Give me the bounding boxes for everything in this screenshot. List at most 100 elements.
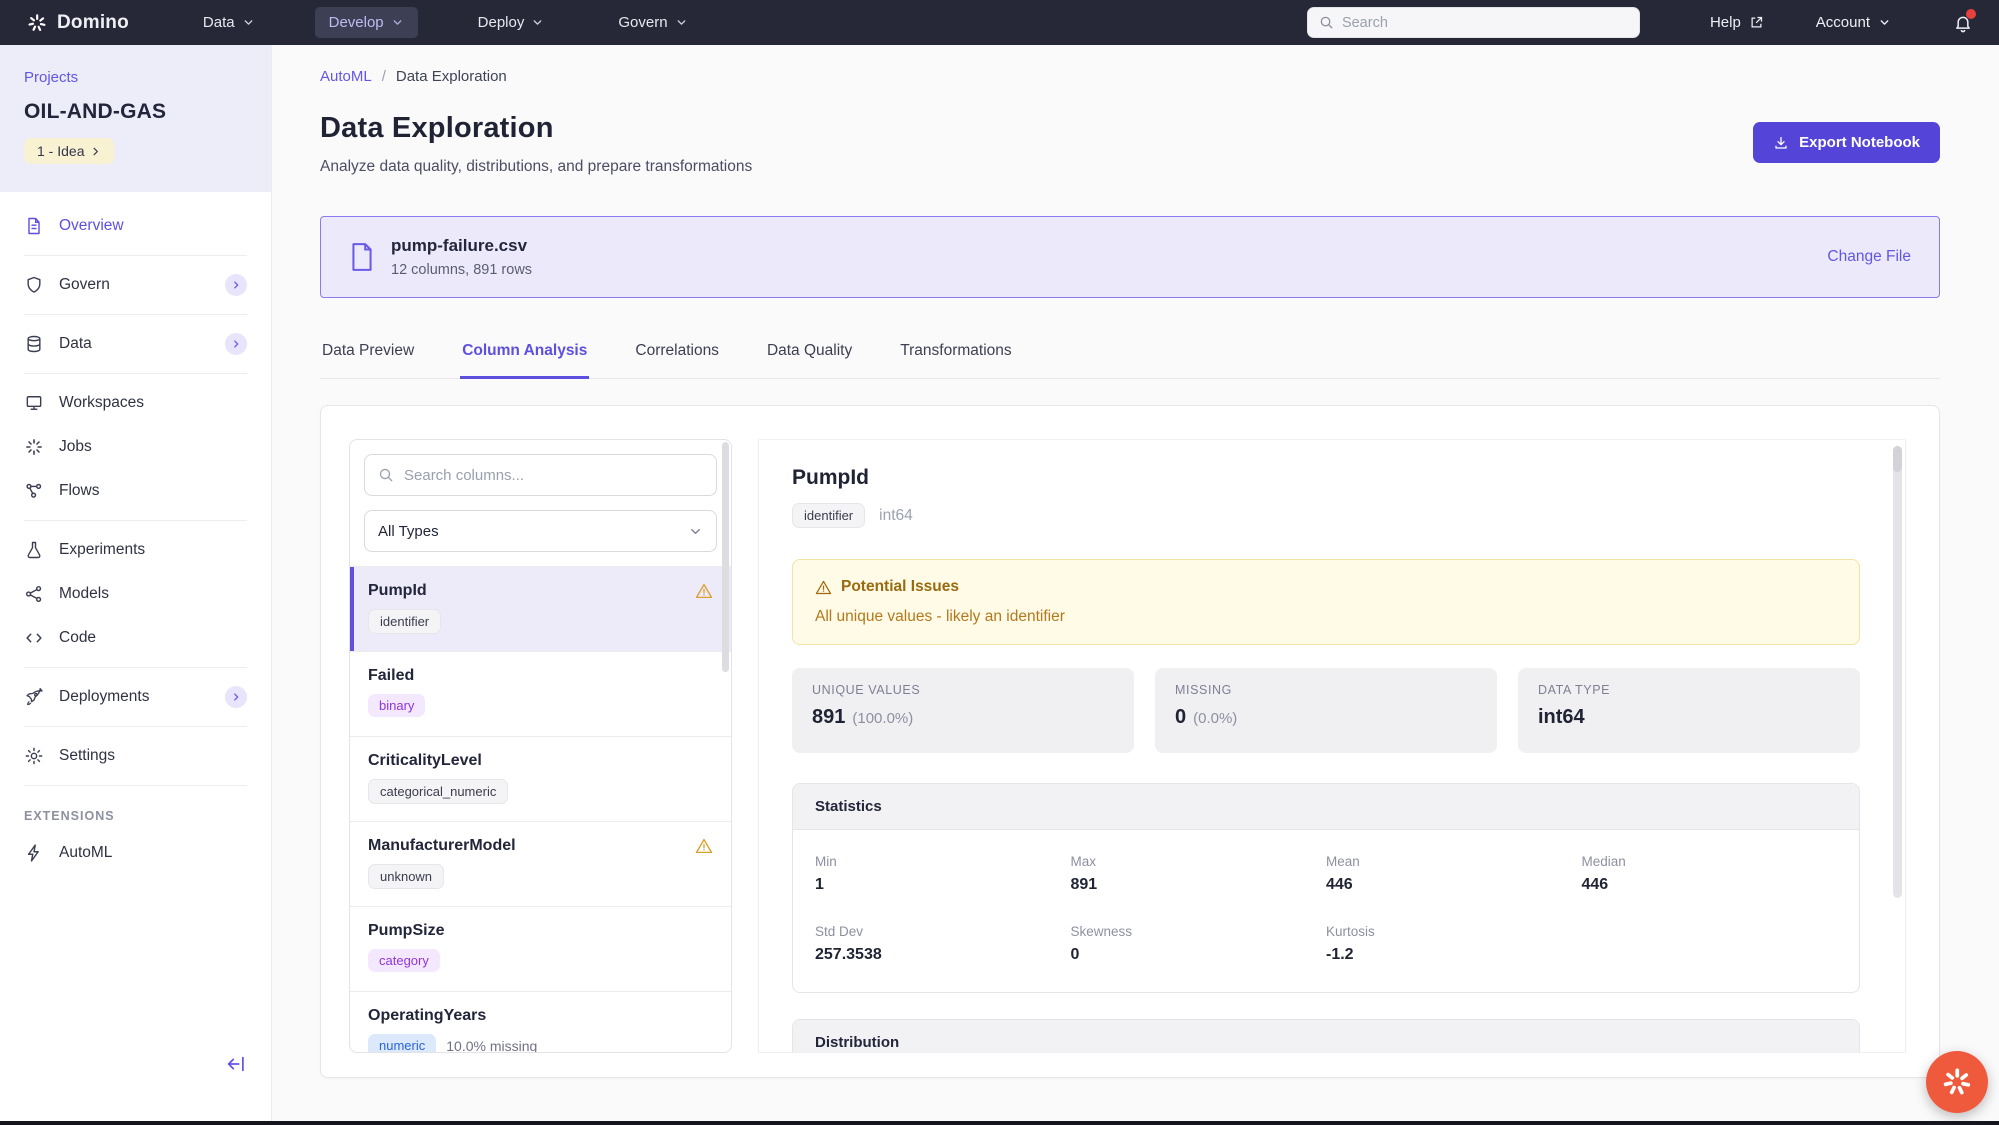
column-row-pumpid[interactable]: PumpId identifier [350, 567, 731, 652]
sidebar-item-automl[interactable]: AutoML [0, 831, 271, 875]
help-link[interactable]: Help [1710, 14, 1764, 31]
window-bottom-edge [0, 1121, 1999, 1125]
breadcrumb-automl-link[interactable]: AutoML [320, 68, 372, 85]
chevron-down-icon [688, 524, 703, 539]
column-row-pumpsize[interactable]: PumpSize category [350, 907, 731, 992]
tab-data-quality[interactable]: Data Quality [766, 342, 853, 359]
statistics-header: Statistics [793, 784, 1859, 830]
nav-menu-deploy[interactable]: Deploy [464, 7, 559, 38]
stat-card-value: int64 [1538, 706, 1585, 728]
column-search-input[interactable] [404, 466, 703, 484]
stat-label: Mean [1326, 854, 1360, 869]
database-icon [24, 334, 44, 354]
expand-chevron-icon[interactable] [225, 333, 247, 355]
sidebar-item-label: Data [59, 335, 92, 352]
extensions-section-label: EXTENSIONS [24, 809, 115, 823]
file-icon [349, 242, 375, 272]
account-label: Account [1815, 14, 1870, 31]
warning-icon [695, 582, 713, 600]
export-notebook-button[interactable]: Export Notebook [1753, 122, 1940, 163]
sidebar-item-jobs[interactable]: Jobs [0, 425, 271, 469]
notifications-button[interactable] [1953, 8, 1976, 33]
stat-label: Kurtosis [1326, 924, 1375, 939]
tab-transformations[interactable]: Transformations [900, 342, 1012, 359]
stat-card-value: 891 [812, 706, 846, 728]
main-content: AutoML / Data Exploration Data Explorati… [272, 45, 1999, 1125]
type-filter-select[interactable]: All Types [364, 510, 717, 552]
nav-menu-develop-label: Develop [328, 14, 384, 31]
file-meta: 12 columns, 891 rows [391, 262, 533, 278]
column-detail-panel: PumpId identifier int64 Potential Issues… [758, 439, 1906, 1053]
sidebar-item-overview[interactable]: Overview [0, 204, 271, 248]
nav-menu-develop[interactable]: Develop [314, 7, 418, 38]
detail-type-badge: identifier [792, 503, 866, 528]
domino-logo-icon [26, 12, 48, 34]
sidebar-item-data[interactable]: Data [0, 322, 271, 366]
sidebar-collapse-button[interactable] [225, 1053, 247, 1075]
sidebar-item-experiments[interactable]: Experiments [0, 528, 271, 572]
breadcrumb-separator: / [381, 68, 386, 85]
sidebar-item-settings[interactable]: Settings [0, 734, 271, 778]
warning-icon [695, 837, 713, 855]
stat-card-label: MISSING [1175, 683, 1232, 697]
column-list-scrollbar[interactable] [722, 442, 729, 672]
nav-menu-data[interactable]: Data [189, 7, 269, 38]
column-row-failed[interactable]: Failed binary [350, 652, 731, 737]
stat-value: 0 [1070, 946, 1080, 963]
stat-value: 446 [1326, 876, 1353, 893]
distribution-header: Distribution [793, 1020, 1859, 1052]
stat-value: 1 [815, 876, 824, 893]
tab-column-analysis[interactable]: Column Analysis [460, 338, 590, 379]
nav-menu-govern[interactable]: Govern [604, 7, 701, 38]
project-name: OIL-AND-GAS [24, 100, 167, 123]
sidebar-item-label: AutoML [59, 844, 113, 861]
column-row-manufacturermodel[interactable]: ManufacturerModel unknown [350, 822, 731, 907]
rocket-icon [24, 687, 44, 707]
stat-value: 446 [1581, 876, 1609, 893]
project-stage-badge[interactable]: 1 - Idea [24, 138, 115, 164]
assistant-fab-button[interactable] [1926, 1051, 1988, 1113]
stat-std-dev: Std Dev 257.3538 [815, 924, 1071, 964]
tab-correlations[interactable]: Correlations [635, 342, 719, 359]
domino-pinwheel-icon [1940, 1065, 1974, 1099]
download-icon [1773, 135, 1789, 151]
stat-max: Max 891 [1071, 854, 1327, 894]
sidebar-item-deployments[interactable]: Deployments [0, 675, 271, 719]
share-nodes-icon [24, 584, 44, 604]
column-analysis-card: All Types PumpId identifier Failed binar… [320, 405, 1940, 1078]
column-type-badge: category [368, 949, 440, 972]
expand-chevron-icon[interactable] [225, 686, 247, 708]
sidebar-item-workspaces[interactable]: Workspaces [0, 381, 271, 425]
brand[interactable]: Domino [26, 12, 129, 34]
tab-data-preview[interactable]: Data Preview [322, 342, 415, 359]
brand-name: Domino [57, 11, 129, 33]
stat-mean: Mean 446 [1326, 854, 1582, 894]
sidebar-item-label: Settings [59, 747, 116, 764]
sidebar-item-code[interactable]: Code [0, 616, 271, 660]
account-menu[interactable]: Account [1816, 14, 1891, 31]
column-name: PumpSize [368, 922, 445, 939]
column-row-criticalitylevel[interactable]: CriticalityLevel categorical_numeric [350, 737, 731, 822]
column-list-panel: All Types PumpId identifier Failed binar… [349, 439, 732, 1053]
search-input[interactable] [1341, 14, 1628, 31]
issues-message: All unique values - likely an identifier [815, 608, 1065, 625]
stat-median: Median 446 [1582, 854, 1838, 894]
detail-scrollbar[interactable] [1893, 446, 1902, 898]
column-row-operatingyears[interactable]: OperatingYears numeric 10.0% missing [350, 992, 731, 1053]
flask-icon [24, 540, 44, 560]
sidebar-item-govern[interactable]: Govern [0, 263, 271, 307]
sidebar-item-models[interactable]: Models [0, 572, 271, 616]
sidebar-item-flows[interactable]: Flows [0, 469, 271, 513]
search-icon [1319, 15, 1334, 30]
sidebar-item-label: Jobs [59, 438, 92, 455]
divider [24, 667, 247, 668]
stat-card-sub: (0.0%) [1193, 710, 1238, 727]
column-name: ManufacturerModel [368, 837, 516, 854]
change-file-link[interactable]: Change File [1827, 248, 1911, 265]
column-name: PumpId [368, 582, 427, 599]
projects-link[interactable]: Projects [24, 69, 79, 86]
stat-card-data-type: DATA TYPE int64 [1518, 668, 1860, 753]
missing-note: 10.0% missing [446, 1037, 538, 1053]
notification-dot [1966, 8, 1976, 19]
expand-chevron-icon[interactable] [225, 274, 247, 296]
